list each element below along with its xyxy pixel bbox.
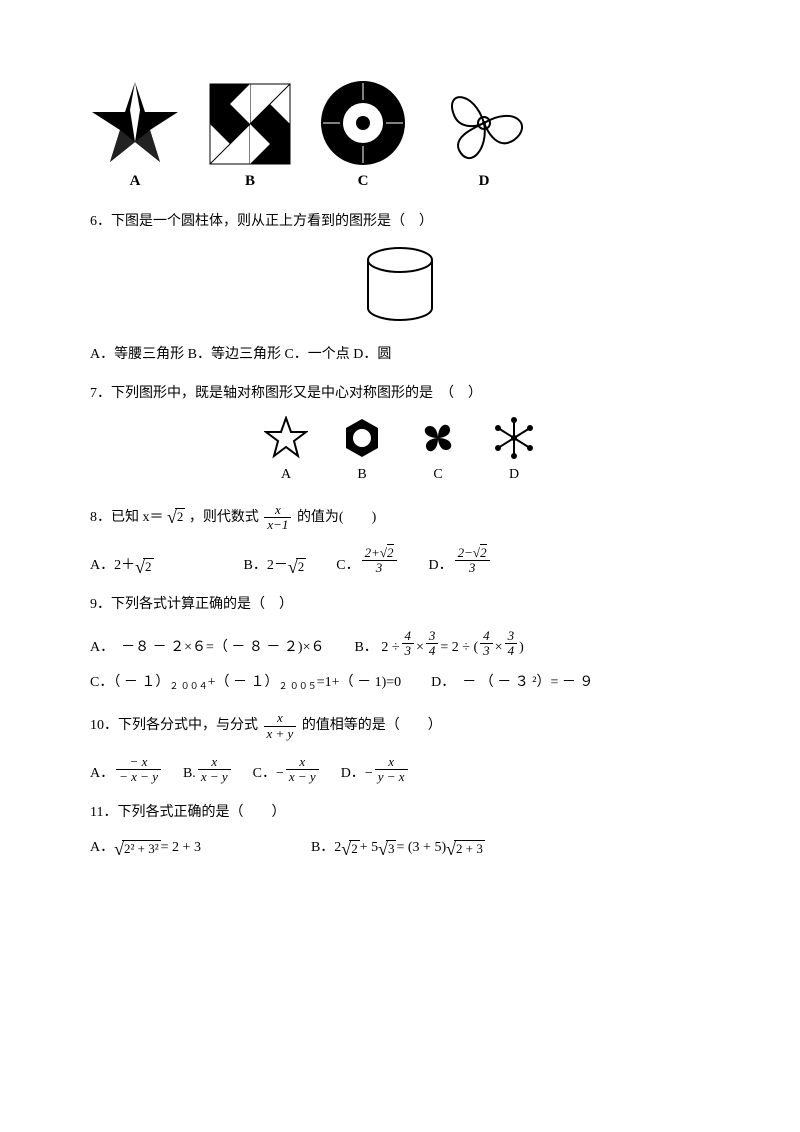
sqrt-icon: √2 <box>167 508 185 526</box>
q8-opt-d: D． 2−√23 <box>429 546 492 576</box>
q8-suffix: 的值为( ) <box>297 510 376 525</box>
shape-options-row: A B <box>90 80 710 193</box>
shape-b: B <box>208 82 292 193</box>
q11-opt-b: B． 2 √2 + 5 √3 = (3 + 5) √2 + 3 <box>311 837 485 858</box>
pinwheel-icon <box>208 82 292 166</box>
q11-options: A． √2² + 3² = 2 + 3 B． 2 √2 + 5 √3 = (3 … <box>90 837 710 858</box>
pentagram-icon <box>264 416 308 460</box>
q11-text: 11．下列各式正确的是（ ） <box>90 802 710 823</box>
q7-b: B <box>340 416 384 485</box>
six-spoke-icon <box>492 416 536 460</box>
q8-opt-b: B．2－ √2 <box>244 555 307 576</box>
gear-icon <box>320 80 406 166</box>
q10-opt-c: C． − xx − y <box>253 755 321 785</box>
q10-opt-b: B. xx − y <box>183 755 233 785</box>
q11-opt-a: A． √2² + 3² = 2 + 3 <box>90 837 201 858</box>
q8-prefix: 8．已知 x＝ <box>90 510 164 525</box>
q8-opt-c: C． 2+√23 <box>336 546 398 576</box>
shape-c-label: C <box>320 170 406 193</box>
q9-text: 9．下列各式计算正确的是（ ） <box>90 594 710 615</box>
pinwheel4-icon <box>416 416 460 460</box>
q8-opt-a: A．2＋ √2 <box>90 555 154 576</box>
shape-c: C <box>320 80 406 193</box>
shape-d: D <box>434 80 534 193</box>
q10-options: A． − x− x − y B. xx − y C． − xx − y D． −… <box>90 755 710 785</box>
q8-options: A．2＋ √2 B．2－ √2 C． 2+√23 D． 2−√23 <box>90 546 710 576</box>
q7-c: C <box>416 416 460 485</box>
q8-mid: ，则代数式 <box>189 510 259 525</box>
q10-opt-a: A． − x− x − y <box>90 755 163 785</box>
q10-main-frac: x x + y <box>264 711 297 741</box>
q8-text: 8．已知 x＝ √2 ，则代数式 x x−1 的值为( ) <box>90 503 710 533</box>
shape-b-label: B <box>208 170 292 193</box>
q10-text: 10．下列各分式中，与分式 x x + y 的值相等的是（ ） <box>90 711 710 741</box>
shape-a: A <box>90 80 180 193</box>
q9-opt-b: B． 2 ÷ 43 × 34 = 2 ÷ ( 43 × 34 ) <box>354 629 523 659</box>
q6-figure <box>90 246 710 326</box>
q7-d: D <box>492 416 536 485</box>
cylinder-icon <box>355 246 445 326</box>
q9-row2: C．（ － １）２ ００４ +（ － １）２ ００５ =1+（ － 1)=0 D… <box>90 672 710 693</box>
q6-text: 6．下图是一个圆柱体，则从正上方看到的图形是（ ） <box>90 211 710 232</box>
q7-figures: A B C <box>90 416 710 485</box>
shape-d-label: D <box>434 170 534 193</box>
q7-text: 7．下列图形中，既是轴对称图形又是中心对称图形的是 （ ） <box>90 383 710 404</box>
q8-frac: x x−1 <box>264 503 291 533</box>
q7-a: A <box>264 416 308 485</box>
star-icon <box>90 80 180 166</box>
q10-opt-d: D． − xy − x <box>341 755 410 785</box>
propeller-icon <box>434 80 534 166</box>
q9-opt-d: D． － （ － ３ ²）= － ９ <box>431 672 593 693</box>
q6-options: A．等腰三角形 B．等边三角形 C．一个点 D．圆 <box>90 344 710 365</box>
q9-row1: A． －８ － ２×６=（ － ８ － ２)×６ B． 2 ÷ 43 × 34 … <box>90 629 710 659</box>
q9-opt-a: A． －８ － ２×６=（ － ８ － ２)×６ <box>90 637 324 658</box>
hexagon-ring-icon <box>340 416 384 460</box>
q9-opt-c: C．（ － １）２ ００４ +（ － １）２ ００５ =1+（ － 1)=0 <box>90 672 401 693</box>
shape-a-label: A <box>90 170 180 193</box>
